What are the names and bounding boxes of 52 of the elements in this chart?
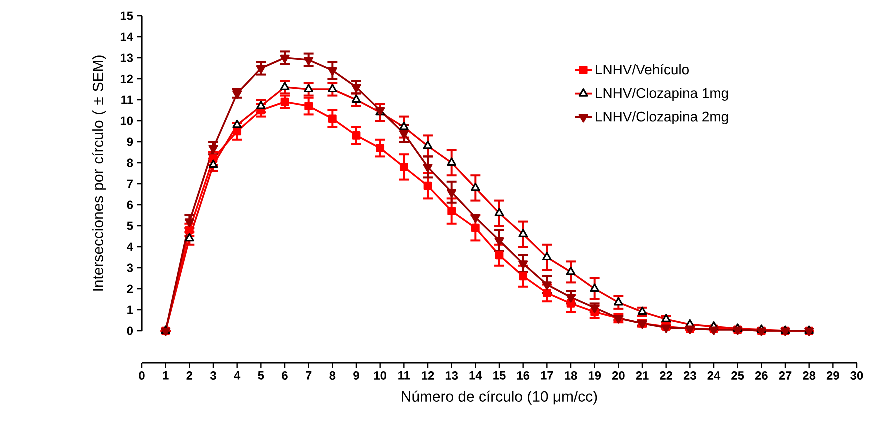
y-axis-title: Intersecciones por círculo ( ± SEM) — [92, 56, 106, 291]
y-tick-label: 13 — [120, 54, 134, 62]
x-tick-label: 17 — [541, 372, 554, 380]
legend-label: LNHV/Vehículo — [596, 64, 689, 75]
y-tick-label: 14 — [120, 32, 134, 42]
y-tick-label: 15 — [120, 12, 134, 20]
y-tick-label: 4 — [127, 242, 134, 252]
x-tick-label: 22 — [660, 372, 673, 380]
y-tick-label: 2 — [127, 284, 134, 294]
x-tick-label: 5 — [258, 372, 264, 380]
x-tick-label: 8 — [330, 372, 336, 380]
x-tick-label: 11 — [398, 372, 410, 380]
legend-label: LNHV/Clozapina 1mg — [596, 88, 728, 101]
x-tick-label: 24 — [708, 372, 721, 380]
y-tick-label: 10 — [120, 116, 133, 126]
y-tick-label: 5 — [127, 222, 134, 230]
x-tick-label: 16 — [517, 372, 530, 380]
x-tick-label: 9 — [354, 372, 360, 380]
x-tick-label: 20 — [612, 372, 625, 380]
x-axis-title: Número de círculo (10 μm/cc) — [402, 390, 598, 405]
legend-label: LNHV/Clozapina 2mg — [596, 112, 728, 125]
x-tick-label: 27 — [779, 372, 792, 380]
y-tick-label: 1 — [128, 306, 134, 314]
x-tick-label: 15 — [494, 372, 506, 380]
x-tick-label: 10 — [374, 372, 386, 380]
x-tick-label: 14 — [470, 372, 482, 380]
x-tick-label: 23 — [684, 372, 696, 380]
y-tick-label: 9 — [127, 138, 134, 146]
x-tick-label: 13 — [446, 372, 458, 380]
x-tick-label: 26 — [755, 372, 768, 380]
x-tick-label: 29 — [826, 372, 840, 380]
x-tick-label: 18 — [565, 372, 578, 380]
x-tick-label: 7 — [306, 372, 312, 380]
x-tick-label: 19 — [588, 372, 602, 380]
x-tick-label: 21 — [636, 372, 649, 380]
x-tick-label: 2 — [186, 372, 193, 380]
x-tick-label: 3 — [210, 372, 216, 380]
x-tick-label: 0 — [139, 372, 145, 380]
x-tick-label: 28 — [803, 372, 816, 380]
x-tick-label: 30 — [850, 372, 864, 380]
y-tick-label: 0 — [127, 326, 134, 336]
x-tick-label: 4 — [234, 372, 241, 380]
x-tick-label: 12 — [422, 372, 434, 380]
x-tick-label: 1 — [163, 372, 169, 380]
y-tick-label: 7 — [127, 180, 133, 188]
y-tick-label: 12 — [120, 74, 134, 84]
y-tick-label: 11 — [122, 96, 134, 104]
x-tick-label: 25 — [732, 372, 744, 380]
x-tick-label: 6 — [282, 372, 288, 380]
y-tick-label: 3 — [127, 264, 134, 272]
y-tick-label: 6 — [127, 200, 134, 210]
y-tick-label: 8 — [127, 158, 134, 168]
